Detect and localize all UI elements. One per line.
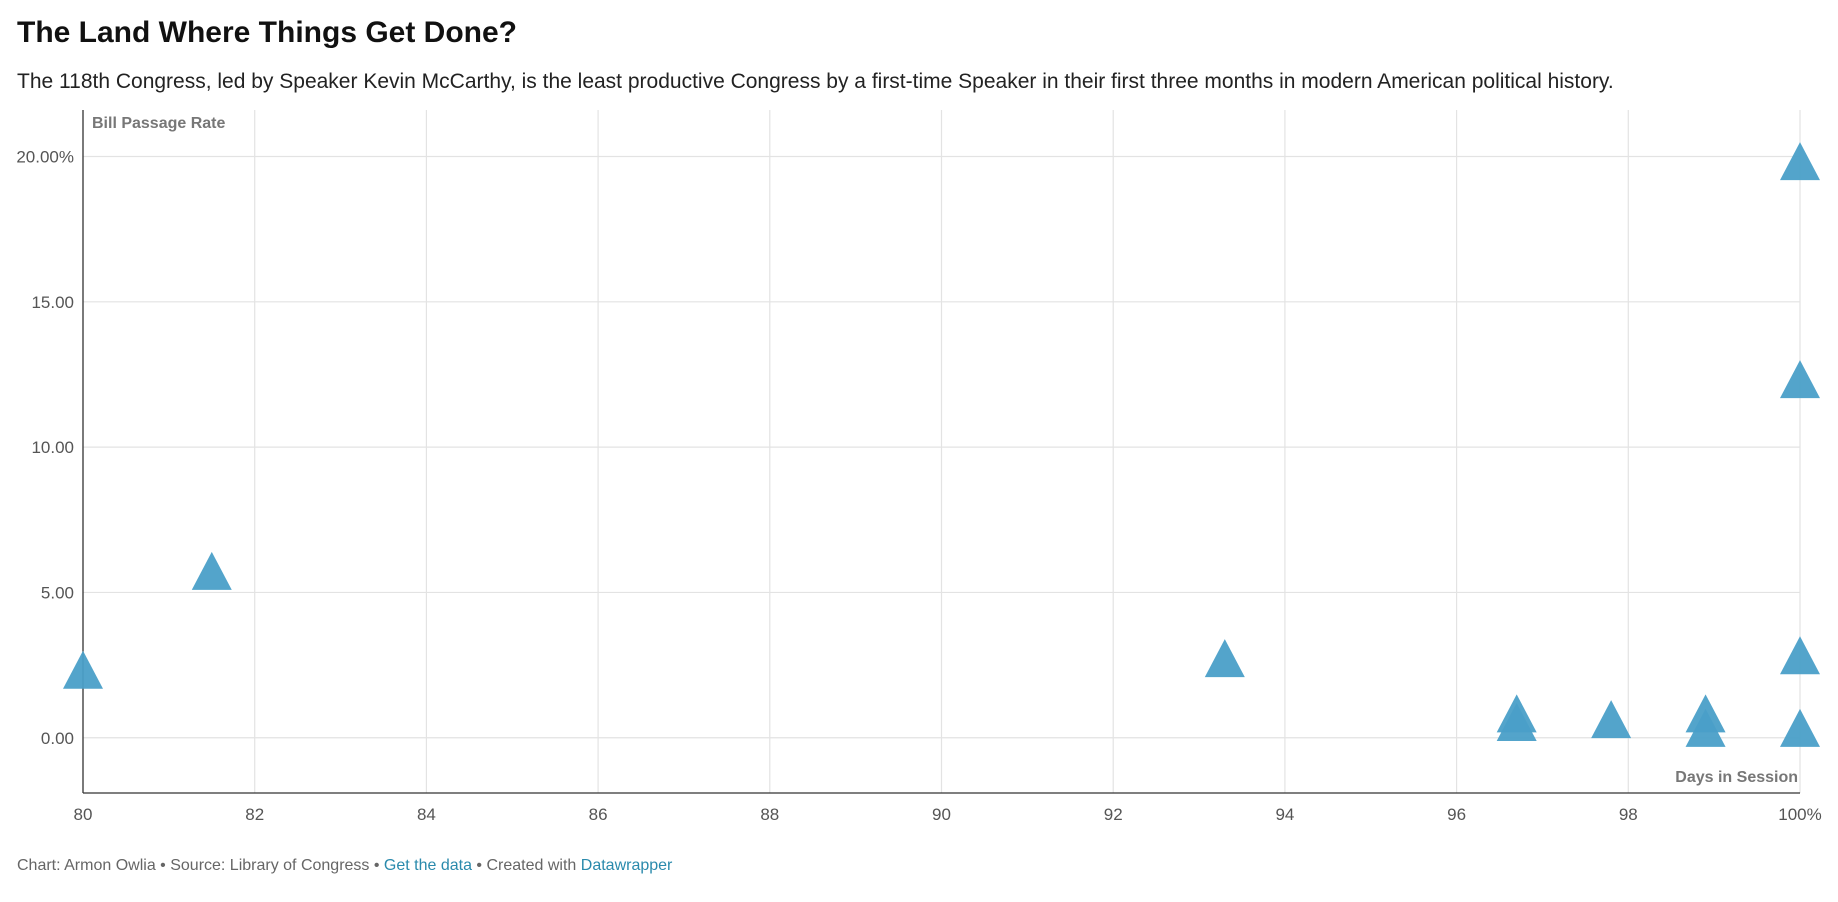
footer-separator: •: [369, 857, 384, 874]
y-tick-label: 5.00: [41, 583, 74, 602]
footer-separator: •: [471, 857, 487, 874]
data-point-triangle[interactable]: [63, 650, 103, 689]
data-point-triangle[interactable]: [1204, 639, 1245, 678]
scatter-chart: 80 82 84 86 88 90 92 94 96 98 100% 0.00 5.00 10.00 15.…: [16, 110, 1822, 824]
y-tick-label: 10.00: [31, 438, 74, 457]
x-tick-label: 94: [1275, 805, 1294, 824]
data-point-triangle[interactable]: [191, 551, 232, 590]
data-point-triangle[interactable]: [1780, 636, 1820, 675]
x-tick-label: 88: [760, 805, 779, 824]
get-the-data-link[interactable]: Get the data: [383, 857, 472, 874]
y-tick-label: 0.00: [41, 729, 74, 748]
data-point-triangle[interactable]: [1685, 708, 1726, 747]
footer-source: Source: Library of Congress: [170, 857, 370, 874]
chart-title: The Land Where Things Get Done?: [17, 16, 518, 49]
x-tick-label: 92: [1104, 805, 1123, 824]
data-point-triangle[interactable]: [1780, 142, 1820, 181]
datawrapper-link[interactable]: Datawrapper: [580, 857, 673, 874]
data-point-triangle[interactable]: [1496, 703, 1537, 742]
footer-credit: Chart: Armon Owlia: [17, 857, 156, 874]
y-axis-label: Bill Passage Rate: [92, 115, 226, 132]
y-tick-label: 20.00%: [16, 148, 74, 167]
y-tick-label: 15.00: [31, 293, 74, 312]
chart-subtitle: The 118th Congress, led by Speaker Kevin…: [17, 70, 1614, 93]
data-point-triangle[interactable]: [1591, 700, 1632, 739]
x-tick-label: 84: [417, 805, 436, 824]
x-tick-label: 90: [932, 805, 951, 824]
data-point-triangle[interactable]: [1780, 360, 1820, 399]
x-axis-label: Days in Session: [1675, 769, 1798, 786]
x-tick-label: 100%: [1778, 805, 1821, 824]
data-points: [63, 142, 1820, 747]
x-tick-label: 86: [589, 805, 608, 824]
x-tick-label: 98: [1619, 805, 1638, 824]
x-tick-label: 96: [1447, 805, 1466, 824]
grid-lines: [83, 110, 1801, 793]
x-tick-label: 82: [245, 805, 264, 824]
footer-separator: •: [155, 857, 171, 874]
chart-footer: Chart: Armon Owlia • Source: Library of …: [17, 857, 672, 875]
footer-created-with: Created with: [486, 857, 577, 874]
axes: 80 82 84 86 88 90 92 94 96 98 100% 0.00 5.00 10.00 15.…: [16, 110, 1822, 824]
data-point-triangle[interactable]: [1780, 708, 1820, 747]
x-tick-label: 80: [74, 805, 93, 824]
